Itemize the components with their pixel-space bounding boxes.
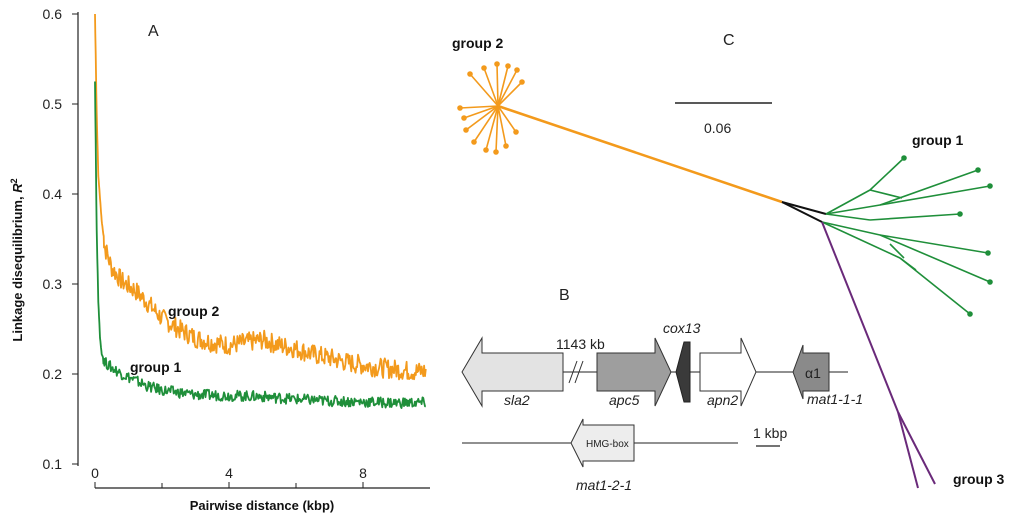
- annotation-group-1: group 1: [130, 359, 182, 375]
- gene-label-apn2: apn2: [707, 392, 738, 408]
- gene-label-sla2: sla2: [504, 392, 530, 408]
- group-1-clade: [821, 155, 993, 317]
- gene-label-cox13: cox13: [663, 320, 701, 336]
- y-tick-label: 0.4: [43, 186, 63, 202]
- group-2-clade: [457, 61, 783, 204]
- hmg-box-label: HMG-box: [586, 439, 629, 450]
- cox13-arrow: [675, 341, 691, 403]
- panel-label-b: B: [559, 287, 570, 304]
- x-tick-label: 4: [225, 465, 233, 481]
- label-1143kb: 1143 kb: [556, 336, 605, 352]
- y-axis-label-superscript: 2: [9, 178, 19, 183]
- internal-branches: [781, 201, 827, 223]
- series-line-group-1: [94, 81, 426, 410]
- apn2-arrow: [699, 337, 757, 407]
- y-tick-label: 0.2: [43, 366, 63, 382]
- annotation-group-2: group 2: [168, 303, 220, 319]
- scale-label-kbp: 1 kbp: [753, 425, 787, 441]
- series-line-group-2: [94, 13, 427, 381]
- y-tick-label: 0.3: [43, 276, 63, 292]
- alpha1-box-label: α1: [805, 365, 821, 381]
- panel-label-c: C: [723, 32, 735, 49]
- ld-decay-chart: 0.1 0.2 0.3 0.4 0.5 0.6 0 4 8 A group 2 group 1…: [9, 6, 430, 513]
- gene-label-mat1-1-1: mat1-1-1: [807, 391, 863, 407]
- tree-label-group-2: group 2: [452, 35, 504, 51]
- x-axis-label: Pairwise distance (kbp): [190, 498, 335, 513]
- gene-map: B 1143 kb cox13 sla2 apc5 apn2 mat1-1-1 …: [461, 287, 863, 493]
- y-tick-label: 0.5: [43, 96, 63, 112]
- group-3-clade: [821, 221, 936, 489]
- y-axis-label-text: Linkage disequilibrium,: [10, 193, 25, 342]
- x-tick-label: 8: [359, 465, 367, 481]
- y-axis-label: Linkage disequilibrium, R2: [9, 178, 25, 341]
- gene-label-apc5: apc5: [609, 392, 640, 408]
- break-mark: [568, 360, 584, 384]
- tree-label-group-3: group 3: [953, 471, 1005, 487]
- y-tick-label: 0.1: [43, 456, 63, 472]
- sla2-arrow: [461, 336, 564, 408]
- apc5-arrow: [596, 337, 672, 407]
- gene-label-mat1-2-1: mat1-2-1: [576, 477, 632, 493]
- tree-scale-label: 0.06: [704, 120, 731, 136]
- tree-label-group-1: group 1: [912, 132, 964, 148]
- panel-label-a: A: [148, 23, 159, 40]
- mat1-1-1-arrow: [792, 344, 830, 400]
- y-tick-label: 0.6: [43, 6, 63, 22]
- phylogenetic-tree: C 0.06: [452, 32, 1005, 489]
- mat1-2-1-arrow: [570, 418, 635, 468]
- x-tick-label: 0: [91, 465, 99, 481]
- y-axis-label-symbol: R: [10, 183, 25, 193]
